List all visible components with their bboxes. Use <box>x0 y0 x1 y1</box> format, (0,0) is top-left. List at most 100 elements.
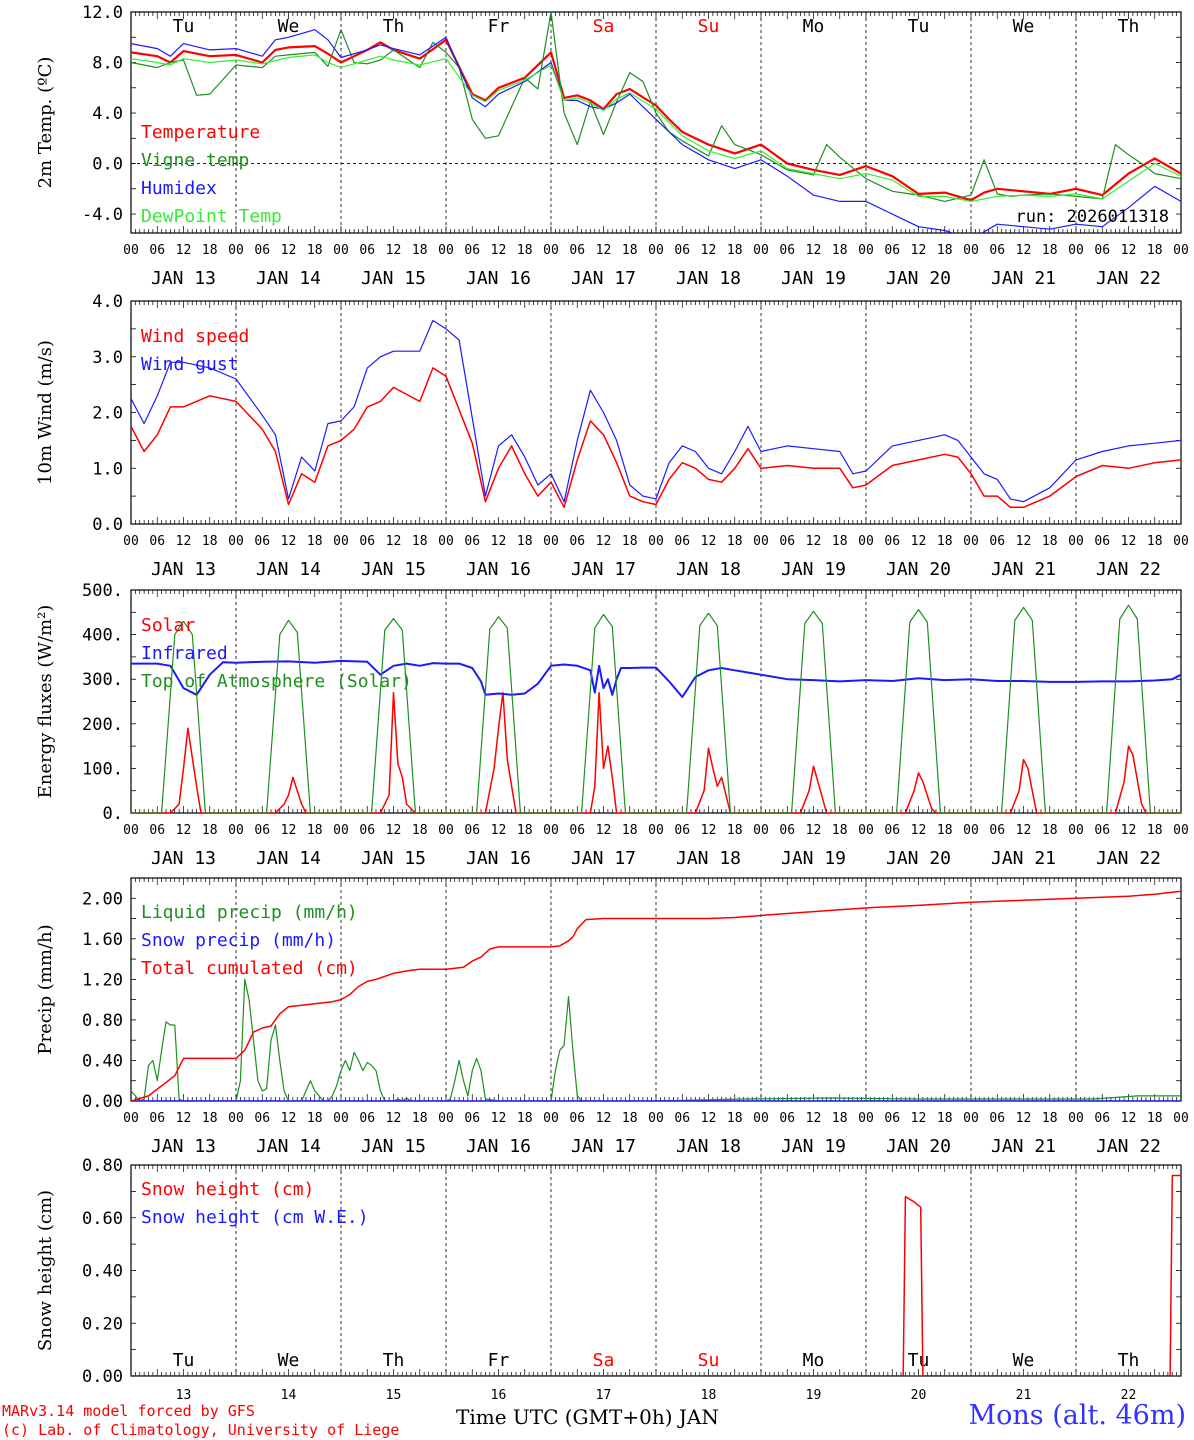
x-hour-label: 00 <box>648 1111 664 1126</box>
x-hour-label: 06 <box>779 823 795 838</box>
panel-1: -4.0 0.0 4.0 8.0 12.0 2m Temp. (ºC) 00 06 12 18 JA… <box>35 3 1189 289</box>
day-number-label: 22 <box>1121 1388 1137 1400</box>
y-tick-label: 0.80 <box>82 1156 123 1176</box>
x-date-label: JAN 13 <box>151 1136 216 1157</box>
x-hour-label: 18 <box>307 243 323 258</box>
series-line-dewpoint-temp <box>131 54 1181 202</box>
x-hour-label: 12 <box>281 534 297 549</box>
x-date-label: JAN 14 <box>256 268 321 289</box>
x-hour-label: 06 <box>779 1111 795 1126</box>
x-hour-label: 12 <box>491 823 507 838</box>
x-hour-label: 06 <box>1094 823 1110 838</box>
day-number-label: 16 <box>491 1388 507 1400</box>
x-hour-label: 06 <box>779 534 795 549</box>
x-hour-label: 18 <box>832 534 848 549</box>
x-hour-label: 18 <box>412 823 428 838</box>
x-hour-label: 12 <box>701 1111 717 1126</box>
x-hour-label: 18 <box>622 243 638 258</box>
y-tick-label: 500. <box>82 581 123 601</box>
x-hour-label: 06 <box>149 534 165 549</box>
x-hour-label: 00 <box>1173 243 1189 258</box>
x-hour-label: 06 <box>569 1111 585 1126</box>
x-hour-label: 06 <box>254 243 270 258</box>
x-hour-label: 18 <box>1042 534 1058 549</box>
x-hour-label: 00 <box>858 243 874 258</box>
day-number-label: 18 <box>701 1388 717 1400</box>
series-line-total-cumulated-cm <box>131 890 1181 1101</box>
x-hour-label: 06 <box>569 823 585 838</box>
x-hour-label: 12 <box>1016 534 1032 549</box>
x-date-label: JAN 20 <box>886 268 951 289</box>
x-hour-label: 12 <box>386 1111 402 1126</box>
x-date-label: JAN 17 <box>571 268 636 289</box>
x-hour-label: 06 <box>674 243 690 258</box>
y-axis-label: 2m Temp. (ºC) <box>35 57 56 189</box>
x-hour-label: 12 <box>596 823 612 838</box>
y-tick-label: -4.0 <box>82 205 123 225</box>
y-tick-label: 0.40 <box>82 1262 123 1282</box>
x-date-label: JAN 22 <box>1096 268 1161 289</box>
x-hour-label: 12 <box>1016 823 1032 838</box>
x-hour-label: 00 <box>963 1111 979 1126</box>
x-date-label: JAN 14 <box>256 1136 321 1157</box>
x-date-label: JAN 22 <box>1096 848 1161 869</box>
x-hour-label: 18 <box>412 534 428 549</box>
x-date-label: JAN 22 <box>1096 1136 1161 1157</box>
x-hour-label: 00 <box>333 1111 349 1126</box>
y-tick-label: 8.0 <box>92 54 123 74</box>
x-date-label: JAN 15 <box>361 848 426 869</box>
x-hour-label: 00 <box>438 823 454 838</box>
x-hour-label: 06 <box>1094 1111 1110 1126</box>
series-line-humidex <box>131 29 1181 233</box>
x-hour-label: 00 <box>228 823 244 838</box>
x-hour-label: 18 <box>832 243 848 258</box>
panel-4: 0.00 0.40 0.80 1.20 1.60 2.00 Precip (mm/h) 00 0… <box>35 877 1189 1157</box>
x-hour-label: 00 <box>753 534 769 549</box>
weekday-label: We <box>1013 1350 1035 1371</box>
y-tick-label: 300. <box>82 670 123 690</box>
x-hour-label: 06 <box>359 823 375 838</box>
series-line-snow-height-cm <box>131 1174 1181 1376</box>
x-hour-label: 00 <box>963 243 979 258</box>
x-hour-label: 06 <box>674 1111 690 1126</box>
x-hour-label: 06 <box>1094 534 1110 549</box>
x-hour-label: 00 <box>228 534 244 549</box>
legend-entry: Infrared <box>141 643 228 664</box>
x-hour-label: 06 <box>674 534 690 549</box>
x-hour-label: 12 <box>596 243 612 258</box>
x-date-label: JAN 13 <box>151 268 216 289</box>
x-hour-label: 00 <box>753 823 769 838</box>
y-tick-label: 1.0 <box>92 459 123 479</box>
x-hour-label: 06 <box>254 534 270 549</box>
x-hour-label: 00 <box>438 534 454 549</box>
weekday-label: Sa <box>593 16 615 37</box>
x-hour-label: 18 <box>622 823 638 838</box>
x-hour-label: 12 <box>1121 1111 1137 1126</box>
day-number-label: 21 <box>1016 1388 1032 1400</box>
meteogram: -4.0 0.0 4.0 8.0 12.0 2m Temp. (ºC) 00 06 12 18 JA… <box>35 3 1189 1400</box>
x-date-label: JAN 19 <box>781 1136 846 1157</box>
y-tick-label: 4.0 <box>92 104 123 124</box>
x-date-label: JAN 14 <box>256 848 321 869</box>
x-date-label: JAN 15 <box>361 559 426 580</box>
x-hour-label: 06 <box>779 243 795 258</box>
y-tick-label: 100. <box>82 759 123 779</box>
y-tick-label: 0.60 <box>82 1209 123 1229</box>
weekday-label: Tu <box>908 1350 930 1371</box>
x-hour-label: 12 <box>386 243 402 258</box>
x-date-label: JAN 22 <box>1096 559 1161 580</box>
x-hour-label: 12 <box>596 534 612 549</box>
x-hour-label: 06 <box>464 243 480 258</box>
x-date-label: JAN 15 <box>361 1136 426 1157</box>
x-hour-label: 12 <box>1121 534 1137 549</box>
x-date-label: JAN 19 <box>781 268 846 289</box>
x-date-label: JAN 16 <box>466 268 531 289</box>
legend-entry: Wind gust <box>141 354 239 375</box>
weekday-label: Fr <box>488 1350 510 1371</box>
day-number-label: 17 <box>596 1388 612 1400</box>
x-hour-label: 06 <box>569 534 585 549</box>
x-date-label: JAN 17 <box>571 1136 636 1157</box>
x-hour-label: 06 <box>989 823 1005 838</box>
x-date-label: JAN 16 <box>466 559 531 580</box>
panel-2: 0.0 1.0 2.0 3.0 4.0 10m Wind (m/s) 00 06 12 18 JAN… <box>35 292 1189 580</box>
